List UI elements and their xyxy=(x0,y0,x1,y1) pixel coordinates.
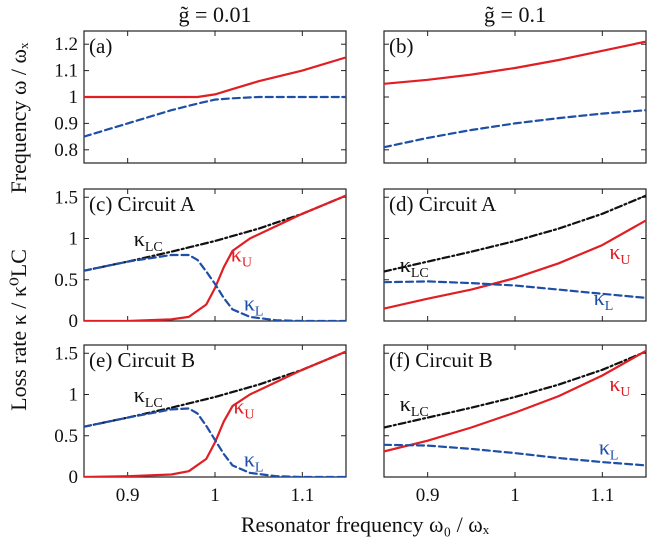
series-group xyxy=(384,40,646,149)
series-group xyxy=(84,194,346,321)
series-label-upper: κU xyxy=(233,394,254,423)
series-label-lc: κLC xyxy=(134,226,163,255)
y-tick-label: 0.9 xyxy=(54,113,78,134)
panel-title: (c) Circuit A xyxy=(89,192,196,216)
x-tick-label: 0.9 xyxy=(116,485,140,506)
panel-e: 0.9 1 1.1 0 0.5 1 1.5 (e) Circuit B κLC κU κL xyxy=(54,343,347,506)
series-line-lower xyxy=(384,443,646,467)
frequency-axis-label: Frequency ω / ωₓ xyxy=(6,42,31,193)
series-label-upper: κU xyxy=(609,239,630,268)
series-label-lower: κL xyxy=(594,285,614,314)
series-line-lc xyxy=(384,194,646,273)
y-tick-label: 1 xyxy=(69,87,79,108)
panel-f: 0.9 1 1.1 (f) Circuit B κLC κU κL xyxy=(383,344,647,506)
panel-title: (e) Circuit B xyxy=(89,348,195,372)
series-line-upper xyxy=(384,40,646,85)
y-tick-label: 1.2 xyxy=(54,34,78,55)
series-line-lc xyxy=(384,350,646,429)
panel-c: 0 0.5 1 1.5 (c) Circuit A κLC κU κL xyxy=(54,187,347,332)
column-title-left: g̃ = 0.01 xyxy=(179,2,252,27)
y-tick-label: 1.5 xyxy=(54,343,78,364)
y-tick-label: 1.5 xyxy=(54,187,78,208)
series-label-lower: κL xyxy=(244,290,264,319)
series-label-lc: κLC xyxy=(400,391,429,420)
panel-title: (a) xyxy=(89,34,112,58)
panel-title: (f) Circuit B xyxy=(389,348,493,372)
y-tick-label: 0 xyxy=(69,467,79,488)
panel-d: (d) Circuit A κLC κU κL xyxy=(383,188,647,322)
series-group xyxy=(384,349,646,467)
series-label-lc: κLC xyxy=(134,382,163,411)
x-tick-label: 1.1 xyxy=(590,485,614,506)
x-tick-label: 1 xyxy=(210,485,220,506)
series-line-lower xyxy=(84,407,346,477)
loss-rate-axis-label: Loss rate κ / κ⁰LC xyxy=(6,249,31,411)
y-tick-label: 1 xyxy=(69,229,79,250)
column-title-right: g̃ = 0.1 xyxy=(484,2,546,27)
panels-container: 0.8 0.9 1 1.1 1.2 (a) (b) 0 0.5 1 1.5 (c) Circuit A… xyxy=(54,30,647,506)
series-label-lower: κL xyxy=(244,446,264,475)
y-tick-label: 0.5 xyxy=(54,426,78,447)
series-line-upper xyxy=(384,219,646,310)
series-line-upper xyxy=(84,56,346,99)
panel-a: 0.8 0.9 1 1.1 1.2 (a) xyxy=(54,30,347,164)
series-line-lower xyxy=(384,109,646,149)
panel-title: (b) xyxy=(389,34,414,58)
series-line-lower xyxy=(384,280,646,299)
y-tick-label: 0.8 xyxy=(54,140,78,161)
y-tick-label: 1 xyxy=(69,385,79,406)
series-group xyxy=(84,56,346,138)
series-label-lc: κLC xyxy=(400,252,429,281)
series-line-upper xyxy=(84,194,346,321)
series-label-upper: κU xyxy=(609,371,630,400)
series-group xyxy=(384,194,646,310)
x-axis-label: Resonator frequency ω₀ / ωₓ xyxy=(241,512,490,537)
x-tick-label: 1 xyxy=(510,485,520,506)
y-tick-label: 0 xyxy=(69,311,79,332)
series-line-lower xyxy=(84,253,346,321)
series-label-lower: κL xyxy=(599,435,619,464)
panel-b: (b) xyxy=(383,30,647,164)
y-tick-label: 0.5 xyxy=(54,270,78,291)
series-line-lower xyxy=(84,95,346,138)
x-tick-label: 1.1 xyxy=(290,485,314,506)
panel-title: (d) Circuit A xyxy=(389,192,497,216)
series-line-upper xyxy=(384,349,646,453)
series-group xyxy=(84,350,346,477)
series-line-upper xyxy=(84,350,346,477)
x-tick-label: 0.9 xyxy=(416,485,440,506)
series-label-upper: κU xyxy=(231,242,252,271)
y-tick-label: 1.1 xyxy=(54,61,78,82)
